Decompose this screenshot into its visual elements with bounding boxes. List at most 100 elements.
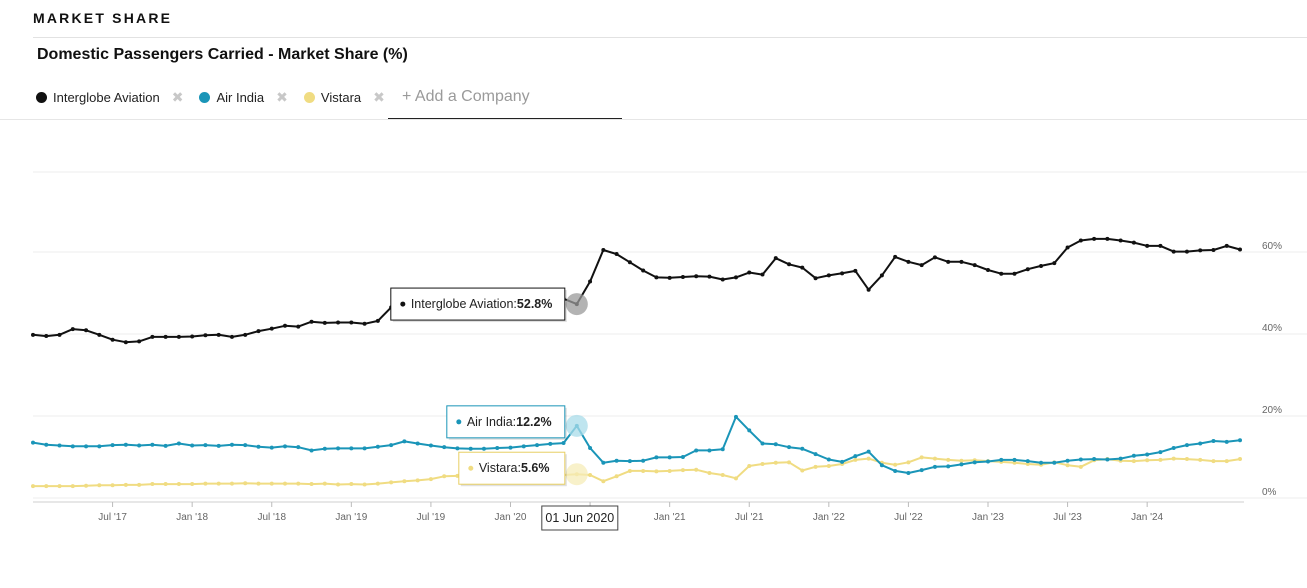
data-point bbox=[1118, 456, 1123, 461]
data-point bbox=[110, 483, 115, 488]
close-icon[interactable]: ✖ bbox=[171, 88, 184, 105]
data-point bbox=[733, 275, 738, 280]
data-point bbox=[455, 446, 460, 451]
data-point bbox=[680, 275, 685, 280]
tooltip-value: 5.6% bbox=[521, 461, 550, 475]
data-point bbox=[256, 444, 261, 449]
data-point bbox=[946, 464, 951, 469]
data-point bbox=[1012, 457, 1017, 462]
add-company-field[interactable] bbox=[388, 84, 622, 119]
data-point bbox=[296, 445, 301, 450]
data-point bbox=[31, 484, 35, 489]
date-flag-box bbox=[541, 505, 619, 531]
legend-dot bbox=[199, 91, 211, 103]
legend-dot bbox=[36, 91, 47, 103]
data-point bbox=[70, 327, 75, 332]
data-point bbox=[468, 446, 473, 451]
data-point bbox=[123, 340, 128, 345]
data-point bbox=[283, 481, 288, 486]
data-point bbox=[773, 460, 778, 465]
data-point bbox=[800, 265, 805, 270]
data-point bbox=[826, 457, 831, 462]
data-point bbox=[747, 428, 752, 433]
data-point bbox=[548, 441, 553, 446]
data-point bbox=[163, 482, 168, 487]
close-icon[interactable]: ✖ bbox=[373, 88, 385, 105]
tooltip-interglobe-aviation: Interglobe Aviation:52.8% bbox=[390, 287, 567, 323]
data-point bbox=[1012, 271, 1017, 276]
data-point bbox=[932, 255, 937, 260]
data-point bbox=[389, 443, 394, 448]
add-company-input[interactable] bbox=[388, 84, 612, 106]
data-point bbox=[813, 276, 818, 281]
legend-item-air-india[interactable]: Air India ✖ bbox=[199, 88, 288, 106]
data-point bbox=[999, 457, 1004, 462]
data-point bbox=[57, 332, 62, 337]
data-point bbox=[1158, 450, 1163, 455]
legend-item-interglobe[interactable]: Interglobe Aviation ✖ bbox=[36, 89, 183, 106]
data-point bbox=[879, 273, 884, 278]
data-point bbox=[150, 482, 155, 487]
data-point bbox=[813, 452, 818, 457]
data-point bbox=[707, 448, 712, 453]
data-point bbox=[773, 256, 778, 261]
data-point bbox=[932, 464, 937, 469]
data-point bbox=[84, 483, 89, 488]
data-point bbox=[336, 320, 341, 325]
tooltip-label: Air India: bbox=[467, 415, 516, 429]
data-point bbox=[1238, 438, 1242, 443]
data-point bbox=[893, 462, 898, 467]
data-point bbox=[1025, 267, 1030, 272]
data-point bbox=[826, 464, 831, 469]
data-point bbox=[1184, 249, 1189, 254]
data-point bbox=[972, 460, 977, 465]
data-point bbox=[137, 482, 142, 487]
data-point bbox=[1224, 243, 1229, 248]
hover-marker bbox=[565, 414, 588, 437]
data-point bbox=[893, 254, 898, 259]
x-tick-label: Jan '19 bbox=[335, 512, 367, 523]
close-icon[interactable]: ✖ bbox=[276, 88, 288, 105]
tooltip-box bbox=[458, 451, 566, 485]
data-point bbox=[137, 339, 142, 344]
chart-title: Domestic Passengers Carried - Market Sha… bbox=[37, 46, 408, 63]
data-point bbox=[243, 443, 248, 448]
data-point bbox=[733, 414, 738, 419]
data-point bbox=[1039, 263, 1044, 268]
data-point bbox=[1145, 452, 1150, 457]
hover-marker bbox=[565, 463, 588, 486]
data-point bbox=[1198, 441, 1203, 446]
data-point bbox=[800, 468, 805, 473]
data-point bbox=[535, 443, 540, 448]
data-point bbox=[283, 323, 288, 328]
data-point bbox=[1131, 240, 1136, 245]
data-point bbox=[1158, 457, 1163, 462]
data-point bbox=[1238, 247, 1242, 252]
data-point bbox=[985, 268, 990, 273]
data-point bbox=[375, 444, 380, 449]
data-point bbox=[1198, 457, 1203, 462]
series-air-india bbox=[31, 414, 1242, 475]
data-point bbox=[627, 468, 632, 473]
data-point bbox=[1078, 464, 1083, 469]
data-point bbox=[375, 481, 380, 486]
tooltip-text: Vistara:5.6% bbox=[479, 461, 550, 475]
data-point bbox=[243, 481, 248, 486]
data-point bbox=[773, 442, 778, 447]
data-point bbox=[1238, 457, 1242, 462]
data-point bbox=[1065, 463, 1070, 468]
data-point bbox=[31, 440, 35, 445]
data-point bbox=[44, 484, 49, 489]
data-point bbox=[322, 320, 327, 325]
tooltip-text: Air India:12.2% bbox=[467, 415, 552, 429]
legend-item-vistara[interactable]: Vistara ✖ bbox=[303, 88, 385, 106]
data-point bbox=[893, 468, 898, 473]
x-tick-label: Jan '22 bbox=[813, 512, 845, 523]
series-line bbox=[33, 456, 1241, 488]
data-point bbox=[1145, 458, 1150, 463]
data-point bbox=[163, 334, 168, 339]
data-point bbox=[720, 277, 725, 282]
data-point bbox=[97, 483, 102, 488]
data-point bbox=[349, 320, 354, 325]
